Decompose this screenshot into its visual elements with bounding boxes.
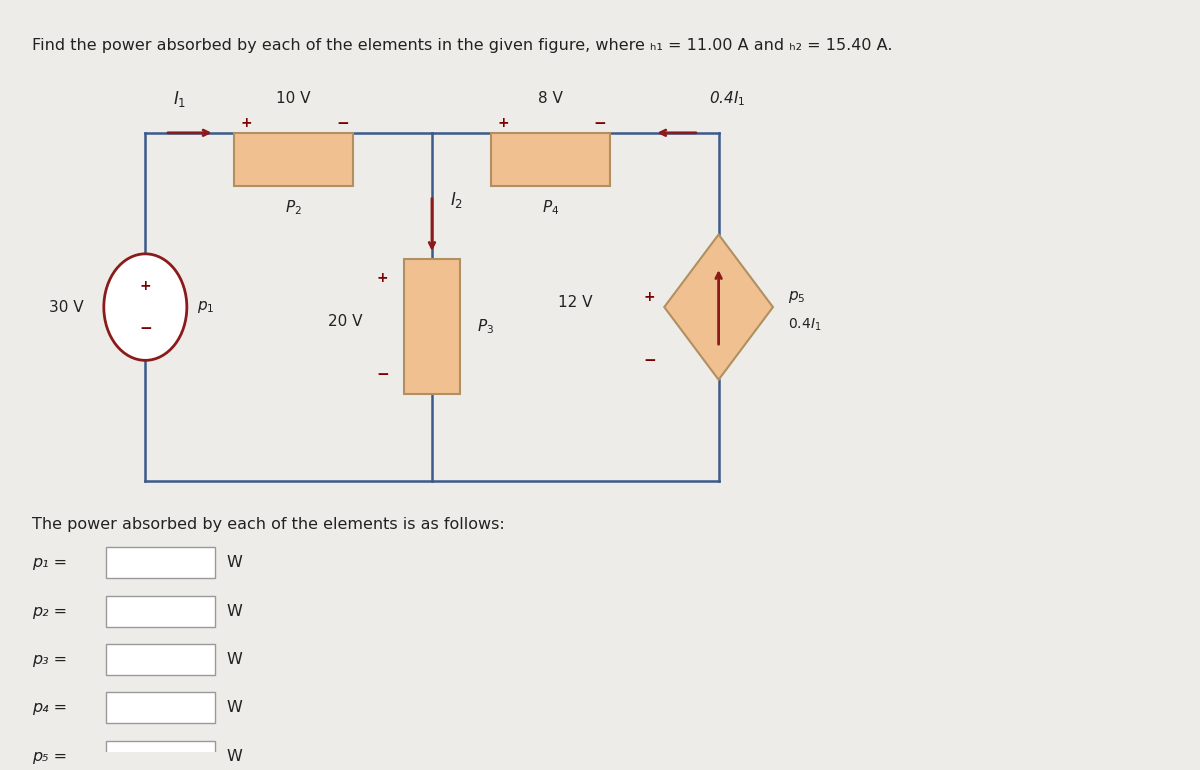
Text: 12 V: 12 V <box>558 295 593 310</box>
Text: W: W <box>227 604 242 618</box>
Text: 10 V: 10 V <box>276 92 311 106</box>
Text: p₁ =: p₁ = <box>31 555 67 571</box>
Text: W: W <box>227 749 242 764</box>
Text: 0.4$I_1$: 0.4$I_1$ <box>709 90 745 109</box>
Text: +: + <box>497 116 509 130</box>
Text: $I_1$: $I_1$ <box>173 89 186 109</box>
Text: 0.4$I_1$: 0.4$I_1$ <box>788 316 821 333</box>
Text: −: − <box>594 116 606 131</box>
Text: $P_4$: $P_4$ <box>542 198 559 216</box>
Text: −: − <box>376 367 389 383</box>
Text: $p_1$: $p_1$ <box>197 299 214 315</box>
Text: p₃ =: p₃ = <box>31 652 67 667</box>
Text: $P_2$: $P_2$ <box>286 198 302 216</box>
Text: The power absorbed by each of the elements is as follows:: The power absorbed by each of the elemen… <box>31 517 504 532</box>
Text: $I_2$: $I_2$ <box>450 190 463 210</box>
Text: +: + <box>240 116 252 130</box>
Text: 20 V: 20 V <box>328 314 362 329</box>
Text: 8 V: 8 V <box>538 92 563 106</box>
Ellipse shape <box>104 254 187 360</box>
Bar <box>404 259 460 394</box>
Text: 30 V: 30 V <box>49 300 84 315</box>
FancyBboxPatch shape <box>106 692 215 724</box>
FancyBboxPatch shape <box>106 741 215 770</box>
Text: +: + <box>643 290 655 304</box>
Text: +: + <box>377 271 389 285</box>
FancyBboxPatch shape <box>106 596 215 627</box>
Bar <box>234 132 353 186</box>
FancyBboxPatch shape <box>106 547 215 578</box>
Text: W: W <box>227 652 242 667</box>
FancyBboxPatch shape <box>106 644 215 675</box>
Bar <box>491 132 610 186</box>
Text: $p_5$: $p_5$ <box>788 290 805 306</box>
Text: p₅ =: p₅ = <box>31 749 67 764</box>
Text: −: − <box>337 116 349 131</box>
Text: $P_3$: $P_3$ <box>478 317 494 336</box>
Text: W: W <box>227 555 242 571</box>
Text: +: + <box>139 279 151 293</box>
Text: p₂ =: p₂ = <box>31 604 67 618</box>
Text: −: − <box>139 321 151 336</box>
Text: −: − <box>643 353 655 368</box>
Text: W: W <box>227 701 242 715</box>
Polygon shape <box>665 235 773 380</box>
Text: Find the power absorbed by each of the elements in the given figure, where ₕ₁ = : Find the power absorbed by each of the e… <box>31 38 892 53</box>
Text: p₄ =: p₄ = <box>31 701 67 715</box>
